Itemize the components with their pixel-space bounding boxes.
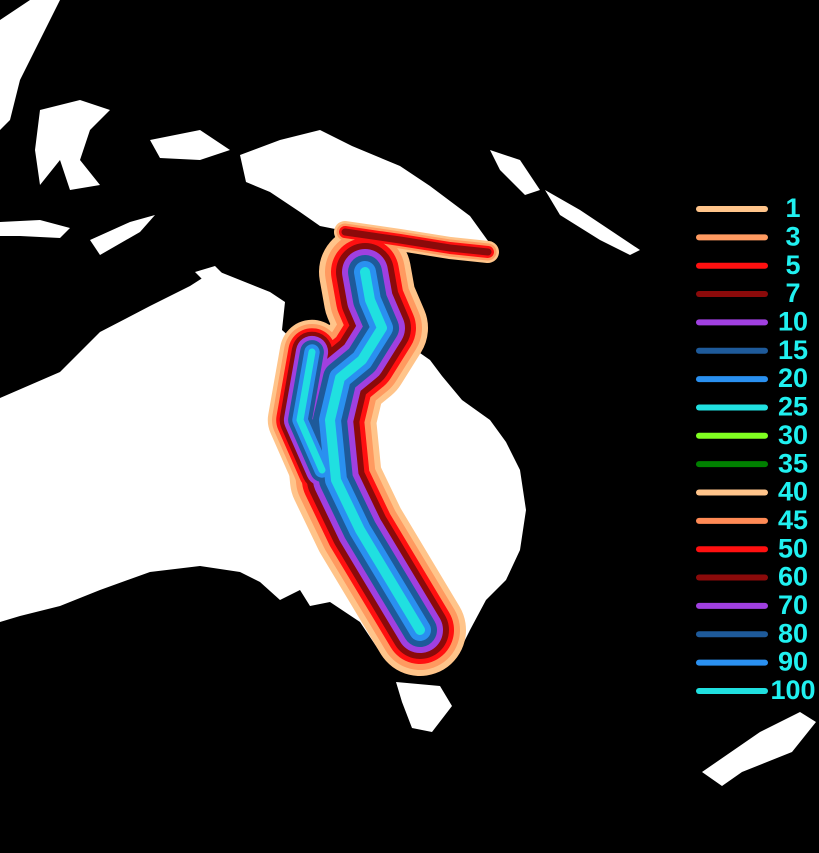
new-britain	[490, 150, 540, 195]
legend-label: 60	[778, 562, 808, 592]
legend-label: 40	[778, 477, 808, 507]
legend-label: 5	[785, 250, 800, 280]
legend-label: 70	[778, 590, 808, 620]
rain-band	[341, 228, 492, 256]
legend-label: 20	[778, 363, 808, 393]
legend-label: 7	[785, 278, 800, 308]
legend-label: 35	[778, 448, 808, 478]
legend-label: 45	[778, 505, 808, 535]
legend-label: 90	[778, 647, 808, 677]
java	[0, 220, 70, 238]
rain-band	[296, 348, 326, 474]
legend-label: 25	[778, 392, 808, 422]
legend-label: 80	[778, 618, 808, 648]
legend-label: 10	[778, 307, 808, 337]
timor	[90, 215, 155, 255]
legend-label: 30	[778, 420, 808, 450]
solomons	[545, 190, 640, 255]
maluku	[150, 130, 230, 160]
rainfall-band	[267, 221, 499, 676]
tasmania	[396, 682, 452, 732]
borneo	[0, 0, 60, 130]
legend-label: 15	[778, 335, 808, 365]
legend-label: 3	[785, 221, 800, 251]
legend-label: 100	[770, 675, 815, 705]
islands	[195, 266, 225, 282]
legend-label: 1	[785, 193, 800, 223]
legend-label: 50	[778, 533, 808, 563]
sulawesi	[35, 100, 110, 190]
new-zealand	[702, 712, 816, 786]
rain-band	[325, 267, 425, 635]
new-guinea	[240, 130, 496, 252]
